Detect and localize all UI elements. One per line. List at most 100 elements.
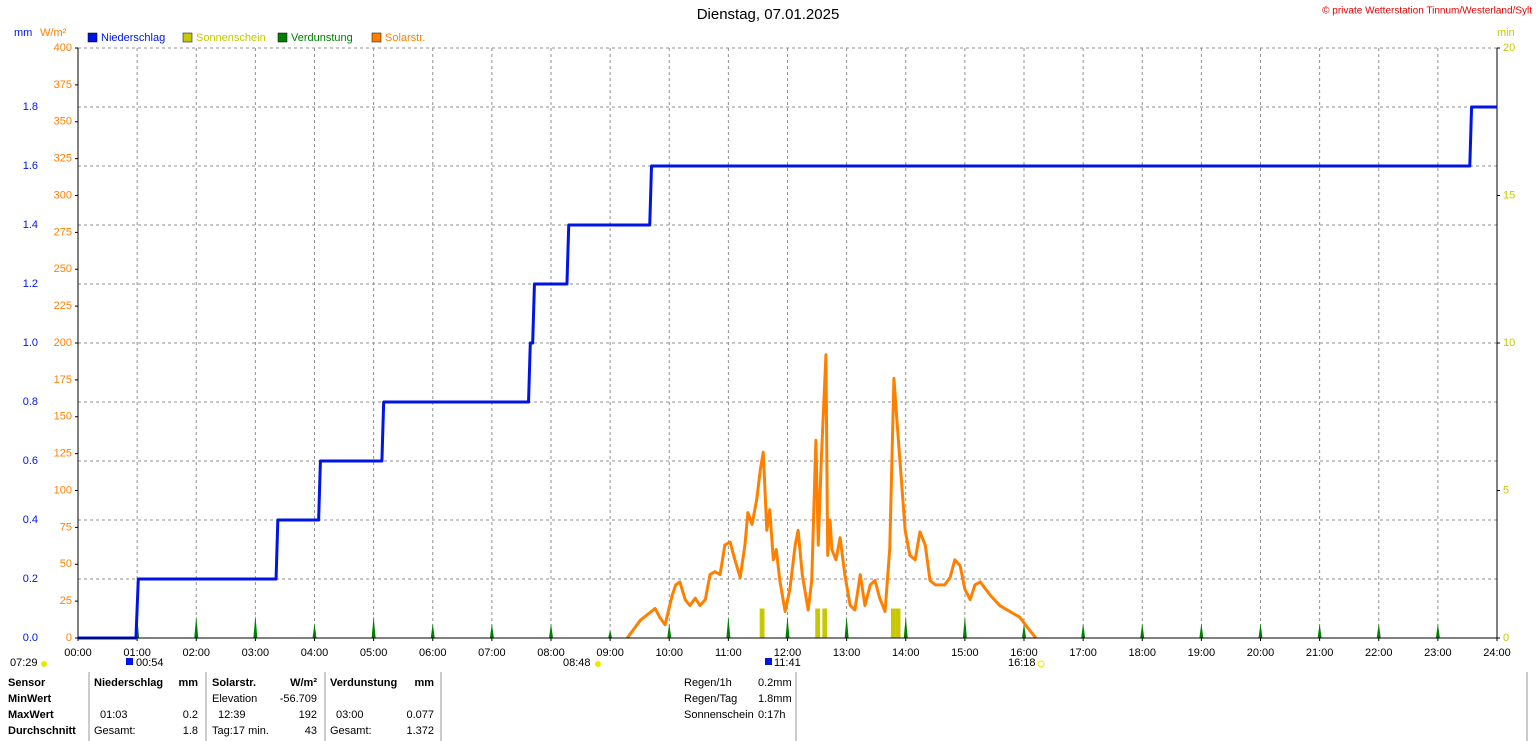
stat-unit: mm: [178, 677, 198, 689]
sunshine-bar: [815, 608, 821, 638]
evaporation-spike: [549, 623, 553, 638]
stat-time: 12:39: [218, 709, 246, 721]
time-marker: 07:29: [10, 657, 38, 669]
evaporation-spike: [844, 615, 849, 638]
evaporation-spike: [1199, 623, 1204, 638]
legend-label: Verdunstung: [291, 32, 353, 44]
evaporation-spike: [430, 623, 435, 638]
x-tick-label: 16:00: [1010, 647, 1038, 659]
evaporation-spike: [1435, 623, 1440, 638]
y2-tick-label: 275: [54, 226, 72, 238]
y-tick-label: 0.0: [23, 632, 38, 644]
y2-tick-label: 175: [54, 374, 72, 386]
stat-value: 43: [305, 725, 317, 737]
x-tick-label: 20:00: [1247, 647, 1275, 659]
y3-tick-label: 20: [1503, 42, 1515, 54]
summary-label: Regen/Tag: [684, 693, 737, 705]
y2-tick-label: 50: [60, 558, 72, 570]
y2-tick-label: 125: [54, 448, 72, 460]
legend-swatch: [87, 32, 98, 43]
y-tick-label: 0.4: [23, 514, 38, 526]
y2-tick-label: 225: [54, 300, 72, 312]
evaporation-spike: [608, 630, 613, 638]
evaporation-spike: [489, 623, 494, 638]
evaporation-spike: [371, 615, 376, 638]
x-tick-label: 03:00: [242, 647, 270, 659]
legend-label: Niederschlag: [101, 32, 165, 44]
x-tick-label: 15:00: [951, 647, 979, 659]
stat-unit: mm: [414, 677, 434, 689]
legend-swatch: [371, 32, 382, 43]
x-tick-label: 00:00: [64, 647, 92, 659]
time-marker: 00:54: [136, 657, 164, 669]
x-tick-label: 10:00: [655, 647, 683, 659]
stat-label: MaxWert: [8, 709, 54, 721]
y3-tick-label: 15: [1503, 189, 1515, 201]
legend-label: Solarstr.: [385, 32, 425, 44]
stat-value: 192: [299, 709, 317, 721]
x-tick-label: 01:00: [123, 647, 151, 659]
summary-value: 0.2mm: [758, 677, 792, 689]
evaporation-spike: [903, 615, 908, 638]
sunshine-bar: [895, 608, 901, 638]
stat-label: Sensor: [8, 677, 46, 689]
evaporation-spike: [1376, 623, 1381, 638]
summary-label: Sonnenschein: [684, 709, 754, 721]
y-tick-label: 1.8: [23, 101, 38, 113]
evaporation-spike: [1140, 623, 1145, 638]
series-line: [626, 353, 1037, 639]
y3-tick-label: 5: [1503, 484, 1509, 496]
y2-tick-label: 0: [66, 632, 72, 644]
stat-value: -56.709: [280, 693, 317, 705]
evaporation-spike: [1317, 623, 1322, 638]
y2-tick-label: 150: [54, 411, 72, 423]
stat-time: 01:03: [100, 709, 128, 721]
stat-label: Tag:17 min.: [212, 725, 269, 737]
evaporation-spike: [667, 623, 672, 638]
x-tick-label: 08:00: [537, 647, 565, 659]
x-tick-label: 11:00: [715, 647, 742, 659]
y2-tick-label: 25: [60, 595, 72, 607]
x-tick-label: 17:00: [1069, 647, 1097, 659]
legend-swatch: [182, 32, 193, 43]
x-tick-label: 04:00: [301, 647, 329, 659]
y-tick-label: 0.8: [23, 396, 38, 408]
x-tick-label: 05:00: [360, 647, 388, 659]
x-tick-label: 02:00: [182, 647, 210, 659]
y-tick-label: 1.0: [23, 337, 38, 349]
y-tick-label: 0.6: [23, 455, 38, 467]
copyright: © private Wetterstation Tinnum/Westerlan…: [1322, 6, 1532, 17]
y-unit: mm: [14, 27, 32, 39]
y2-tick-label: 325: [54, 153, 72, 165]
y2-unit: W/m²: [40, 27, 67, 39]
summary-value: 1.8mm: [758, 693, 792, 705]
y3-unit: min: [1497, 27, 1515, 39]
y-tick-label: 1.4: [23, 219, 38, 231]
stat-value: 1.372: [406, 725, 434, 737]
sun-icon: [41, 661, 47, 667]
y-tick-label: 1.2: [23, 278, 38, 290]
sunshine-bar: [759, 608, 765, 638]
time-marker: 11:41: [774, 657, 801, 669]
stat-value: 0.077: [406, 709, 434, 721]
evaporation-spike: [1081, 623, 1086, 638]
sunshine-bar: [822, 608, 828, 638]
y2-tick-label: 200: [54, 337, 72, 349]
stat-label: Gesamt:: [94, 725, 136, 737]
evaporation-spike: [726, 615, 731, 638]
legend-label: Sonnenschein: [196, 32, 266, 44]
y2-tick-label: 250: [54, 263, 72, 275]
stat-value: 0.2: [183, 709, 198, 721]
stat-header: Verdunstung: [330, 677, 397, 689]
series-line: [78, 105, 1497, 640]
evaporation-spike: [785, 615, 790, 638]
x-tick-label: 12:00: [774, 647, 802, 659]
y3-tick-label: 0: [1503, 632, 1509, 644]
stat-header: Solarstr.: [212, 677, 256, 689]
time-marker: 08:48: [563, 657, 591, 669]
sunshine-bar: [890, 608, 896, 638]
x-tick-label: 13:00: [833, 647, 861, 659]
y-tick-label: 1.6: [23, 160, 38, 172]
evaporation-spike: [312, 623, 317, 638]
